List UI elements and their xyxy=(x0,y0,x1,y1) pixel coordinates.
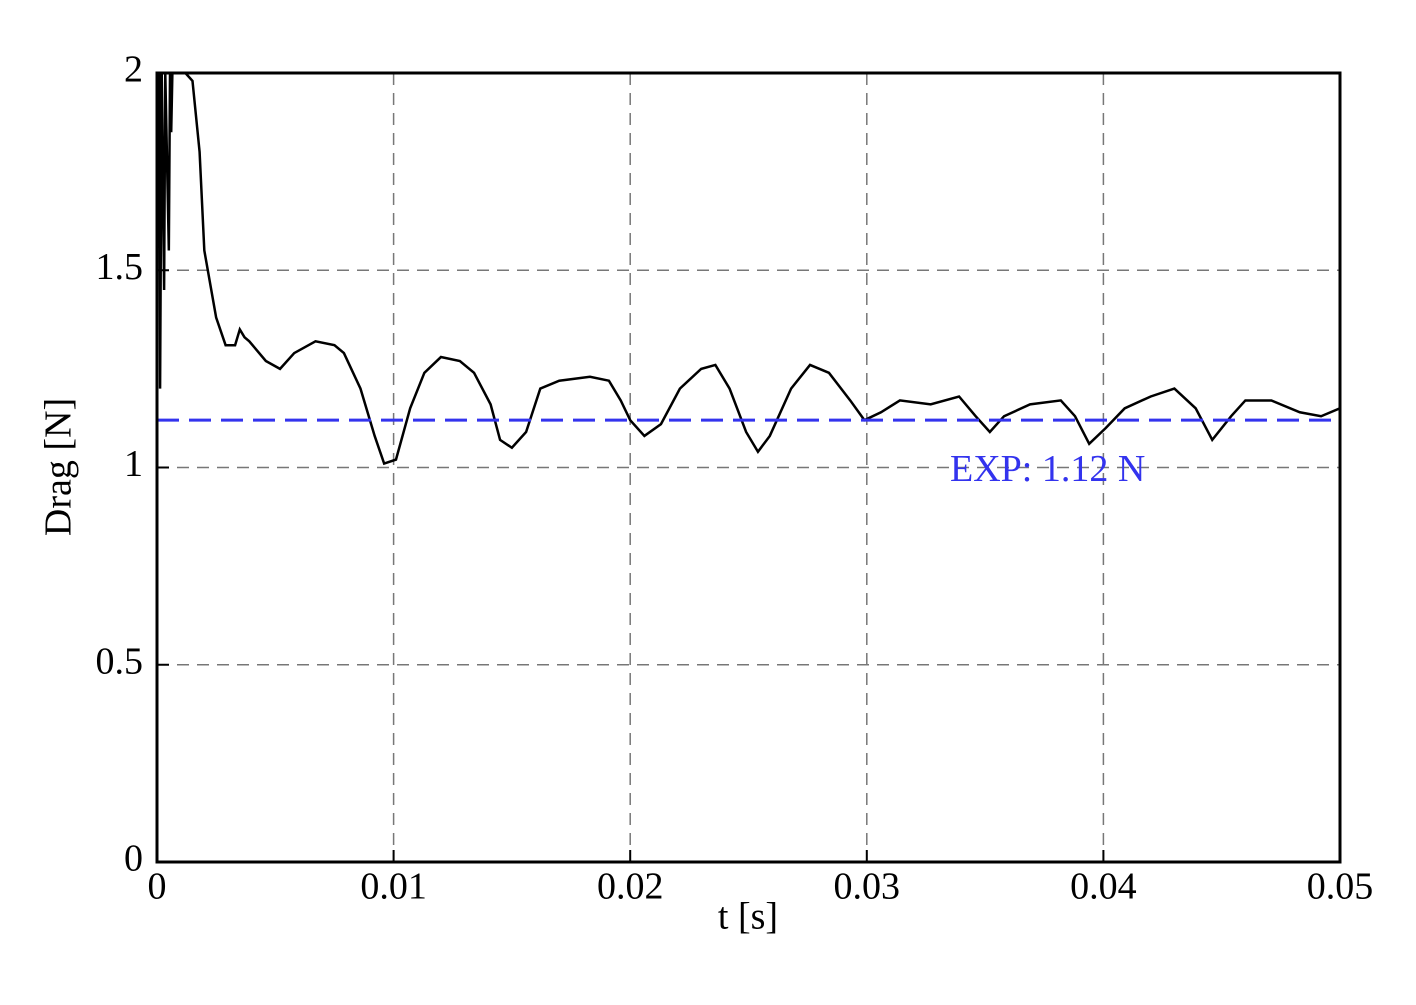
x-tick-label: 0.02 xyxy=(597,866,664,908)
x-tick-label: 0.04 xyxy=(1070,866,1137,908)
y-axis-label: Drag [N] xyxy=(38,398,80,536)
data-line xyxy=(157,73,1340,466)
x-tick-label: 0.01 xyxy=(360,866,427,908)
y-tick-label: 0 xyxy=(124,838,143,880)
reference-label: EXP: 1.12 N xyxy=(950,448,1145,490)
y-tick-label: 0.5 xyxy=(96,640,144,682)
x-axis-label: t [s] xyxy=(718,896,778,938)
y-tick-label: 2 xyxy=(124,49,143,91)
y-tick-label: 1 xyxy=(124,443,143,485)
x-tick-label: 0.03 xyxy=(834,866,901,908)
x-tick-label: 0.05 xyxy=(1307,866,1374,908)
plot-frame xyxy=(155,71,1342,864)
y-tick-label: 1.5 xyxy=(96,246,144,288)
x-tick-label: 0 xyxy=(148,866,167,908)
